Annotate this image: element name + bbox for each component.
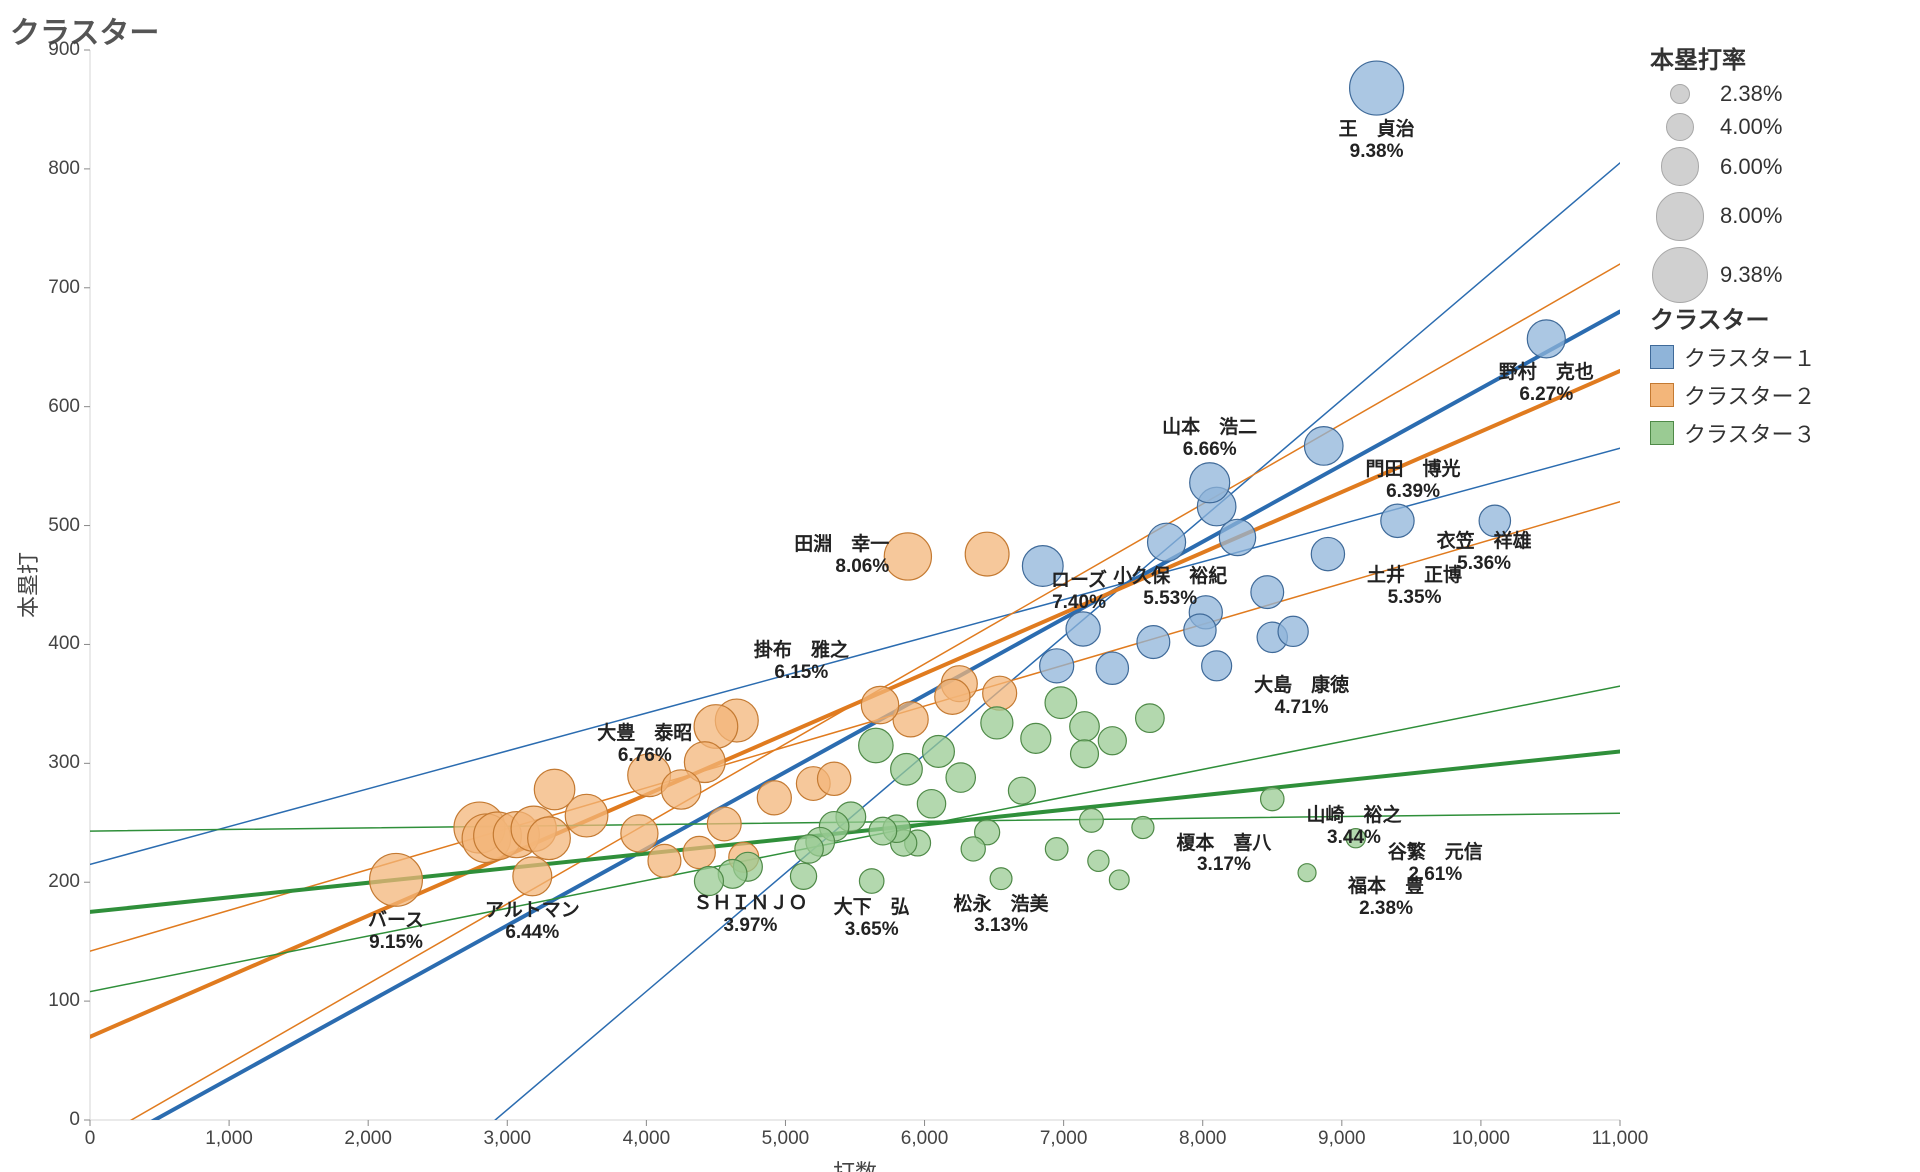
point-label: 榎本 喜八3.17% xyxy=(1176,833,1271,877)
legend-size-swatch xyxy=(1670,84,1690,104)
point-label: 田淵 幸一8.06% xyxy=(794,534,889,578)
legend-size-item: 6.00% xyxy=(1650,147,1782,186)
point-label: 山本 浩二6.66% xyxy=(1162,417,1257,461)
axis-tick-label: 3,000 xyxy=(483,1128,531,1150)
legend-size-label: 8.00% xyxy=(1720,203,1782,229)
legend-size-label: 9.38% xyxy=(1720,262,1782,288)
axis-tick-label: 4,000 xyxy=(623,1128,671,1150)
legend-cluster-item[interactable]: クラスター３ xyxy=(1650,417,1816,449)
axis-tick-label: 0 xyxy=(69,1109,80,1131)
legend-size-item: 9.38% xyxy=(1650,247,1782,303)
point-label: 野村 克也6.27% xyxy=(1499,362,1594,406)
legend-cluster-swatch xyxy=(1650,421,1674,445)
axis-tick-label: 0 xyxy=(85,1128,96,1150)
scatter-chart xyxy=(0,0,1920,1172)
axis-tick-label: 11,000 xyxy=(1592,1128,1649,1150)
axis-tick-label: 700 xyxy=(48,277,80,299)
legend-cluster-item[interactable]: クラスター１ xyxy=(1650,341,1816,373)
point-label: 土井 正博5.35% xyxy=(1367,565,1462,609)
y-axis-label: 本塁打 xyxy=(11,552,43,618)
legend-size-label: 2.38% xyxy=(1720,81,1782,107)
axis-tick-label: 6,000 xyxy=(901,1128,949,1150)
axis-tick-label: 500 xyxy=(48,515,80,537)
legend-size-label: 6.00% xyxy=(1720,154,1782,180)
axis-tick-label: 900 xyxy=(48,39,80,61)
legend-size-item: 8.00% xyxy=(1650,192,1782,241)
x-axis-label: 打数 xyxy=(833,1155,877,1172)
axis-tick-label: 300 xyxy=(48,752,80,774)
point-label: 小久保 裕紀5.53% xyxy=(1113,566,1227,610)
axis-tick-label: 100 xyxy=(48,990,80,1012)
legend-cluster-label: クラスター３ xyxy=(1684,417,1816,449)
legend-size-swatch xyxy=(1666,113,1694,141)
legend-size: 本塁打率 2.38% 4.00% 6.00% 8.00% 9.38% xyxy=(1650,40,1782,309)
axis-tick-label: 400 xyxy=(48,633,80,655)
point-label: 大下 弘3.65% xyxy=(834,897,910,941)
legend-cluster-label: クラスター２ xyxy=(1684,379,1816,411)
axis-tick-label: 8,000 xyxy=(1179,1128,1227,1150)
legend-size-label: 4.00% xyxy=(1720,114,1782,140)
axis-tick-label: 10,000 xyxy=(1452,1128,1510,1150)
legend-cluster-swatch xyxy=(1650,383,1674,407)
legend-size-swatch xyxy=(1652,247,1708,303)
legend-size-title: 本塁打率 xyxy=(1650,40,1782,75)
point-label: 王 貞治9.38% xyxy=(1339,119,1415,163)
legend-cluster-swatch xyxy=(1650,345,1674,369)
axis-tick-label: 1,000 xyxy=(205,1128,253,1150)
legend-cluster: クラスター クラスター１ クラスター２ クラスター３ xyxy=(1650,300,1816,455)
legend-size-swatch xyxy=(1656,192,1705,241)
axis-tick-label: 600 xyxy=(48,396,80,418)
axis-tick-label: 5,000 xyxy=(762,1128,810,1150)
axis-tick-label: 9,000 xyxy=(1318,1128,1366,1150)
legend-cluster-title: クラスター xyxy=(1650,300,1816,335)
point-label: バース9.15% xyxy=(368,910,424,954)
point-label: ＳＨＩＮＪＯ3.97% xyxy=(693,893,807,937)
axis-tick-label: 200 xyxy=(48,871,80,893)
point-label: 大島 康徳4.71% xyxy=(1254,675,1349,719)
legend-cluster-item[interactable]: クラスター２ xyxy=(1650,379,1816,411)
legend-size-item: 4.00% xyxy=(1650,113,1782,141)
point-label: 松永 浩美3.13% xyxy=(954,894,1049,938)
axis-tick-label: 2,000 xyxy=(344,1128,392,1150)
legend-cluster-label: クラスター１ xyxy=(1684,341,1816,373)
point-label: 門田 博光6.39% xyxy=(1366,459,1461,503)
point-label: 福本 豊2.38% xyxy=(1348,876,1424,920)
point-label: ローズ7.40% xyxy=(1051,570,1107,614)
axis-tick-label: 800 xyxy=(48,158,80,180)
point-label: 掛布 雅之6.15% xyxy=(754,640,849,684)
axis-tick-label: 7,000 xyxy=(1040,1128,1088,1150)
point-label: アルトマン6.44% xyxy=(485,900,580,944)
legend-size-item: 2.38% xyxy=(1650,81,1782,107)
legend-size-swatch xyxy=(1661,147,1700,186)
point-label: 大豊 泰昭6.76% xyxy=(597,723,692,767)
